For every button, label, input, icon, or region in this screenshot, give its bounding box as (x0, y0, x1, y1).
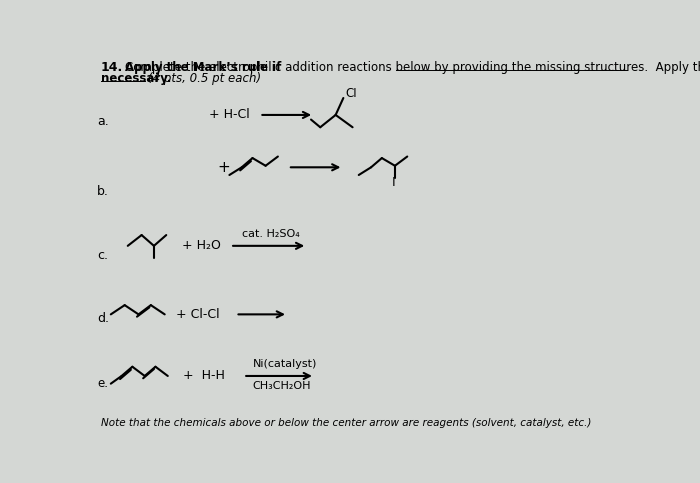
Text: cat. H₂SO₄: cat. H₂SO₄ (241, 229, 300, 239)
Text: (4 pts, 0.5 pt each): (4 pts, 0.5 pt each) (148, 72, 261, 85)
Text: necessary.: necessary. (101, 72, 172, 85)
Text: Complete the electrophilic addition reactions below by providing the missing str: Complete the electrophilic addition reac… (125, 61, 700, 74)
Text: +: + (218, 160, 230, 175)
Text: + H₂O: + H₂O (182, 240, 220, 252)
Text: Apply the Mark’s rule if: Apply the Mark’s rule if (125, 61, 282, 74)
Text: CH₃CH₂OH: CH₃CH₂OH (253, 381, 311, 391)
Text: b.: b. (97, 185, 108, 199)
Text: + Cl-Cl: + Cl-Cl (176, 308, 220, 321)
Text: +  H-H: + H-H (183, 369, 225, 383)
Text: + H-Cl: + H-Cl (209, 109, 249, 121)
Text: Note that the chemicals above or below the center arrow are reagents (solvent, c: Note that the chemicals above or below t… (101, 418, 592, 428)
Text: c.: c. (97, 249, 108, 262)
Text: CI: CI (345, 87, 356, 100)
Text: 14.: 14. (101, 61, 123, 74)
Text: I: I (391, 176, 395, 189)
Text: e.: e. (97, 377, 108, 390)
Text: a.: a. (97, 114, 108, 128)
Text: Ni(catalyst): Ni(catalyst) (253, 359, 317, 369)
Text: d.: d. (97, 312, 109, 325)
